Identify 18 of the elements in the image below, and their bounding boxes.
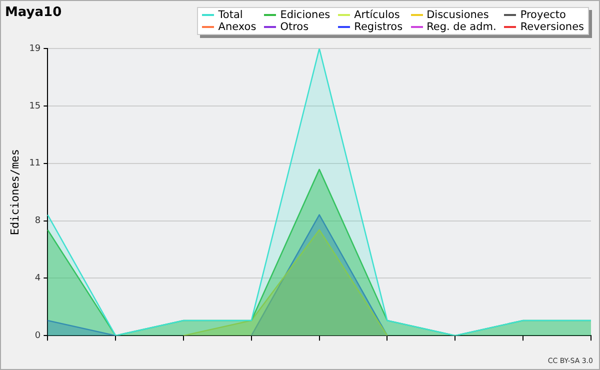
y-tick-label: 0 — [34, 330, 41, 341]
legend-label: Ediciones — [280, 9, 330, 21]
legend-label: Total — [218, 9, 243, 21]
y-axis-title: Ediciones/mes — [8, 149, 22, 236]
legend-label: Anexos — [218, 21, 256, 33]
legend-label: Reversiones — [520, 21, 584, 33]
legend-label: Discusiones — [426, 9, 489, 21]
y-tick-label: 8 — [34, 216, 41, 226]
legend-label: Reg. de adm. — [426, 21, 496, 33]
legend-label: Otros — [280, 21, 309, 33]
y-tick-label: 15 — [29, 101, 41, 112]
legend-label: Proyecto — [520, 9, 566, 21]
legend-label: Registros — [354, 21, 403, 33]
legend-label: Artículos — [354, 9, 400, 21]
y-tick-label: 4 — [34, 274, 41, 284]
y-tick-label: 11 — [29, 158, 41, 169]
y-tick-label: 19 — [29, 44, 41, 54]
chart-title: Maya10 — [5, 5, 62, 20]
